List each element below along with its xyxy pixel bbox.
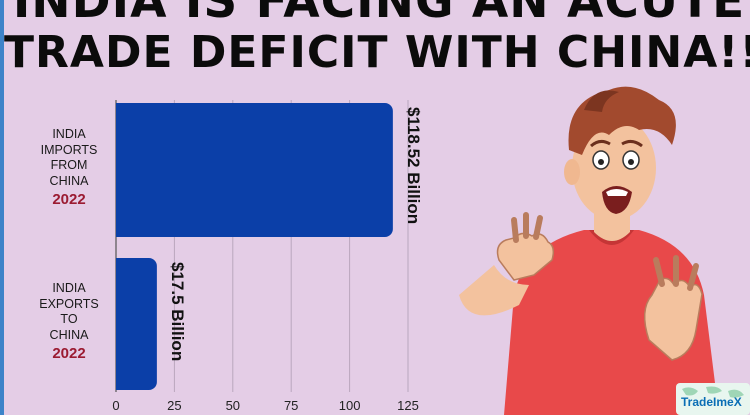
bar-chart	[115, 100, 409, 392]
category-year: 2022	[52, 345, 86, 362]
category-text: EXPORTS	[39, 296, 99, 311]
x-tick-label: 125	[397, 398, 419, 413]
x-tick-label: 50	[225, 398, 241, 413]
category-text: INDIA	[52, 127, 86, 141]
category-year: 2022	[52, 191, 86, 208]
tradeimex-logo: TradeImeX	[676, 383, 750, 415]
headline-line-2: TRADE DEFICIT WITH CHINA!!	[4, 27, 750, 78]
bar-exports	[116, 258, 157, 390]
x-tick-label: 75	[283, 398, 299, 413]
logo-text: TradeImeX	[681, 395, 742, 409]
category-label-imports: INDIA IMPORTS FROM CHINA 2022	[24, 127, 114, 210]
category-text: TO	[60, 312, 78, 326]
bar-value-label: $17.5 Billion	[167, 262, 187, 362]
category-label-exports: INDIA EXPORTS TO CHINA 2022	[24, 281, 114, 364]
x-tick-label: 0	[112, 398, 120, 413]
frightened-man-illustration	[434, 80, 750, 415]
x-tick-label: 25	[167, 398, 182, 413]
bar-corner	[116, 258, 126, 390]
category-text: INDIA	[52, 281, 86, 295]
x-tick-label: 100	[338, 398, 361, 413]
category-text: CHINA	[49, 173, 89, 188]
bar-imports	[116, 103, 393, 237]
headline-line-1: INDIA IS FACING AN ACUTE	[12, 0, 746, 29]
category-text: CHINA	[49, 327, 89, 342]
bar-corner	[116, 103, 126, 237]
bar-value-label: $118.52 Billion	[403, 107, 423, 225]
category-text: FROM	[50, 158, 88, 172]
category-text: IMPORTS	[40, 142, 98, 157]
